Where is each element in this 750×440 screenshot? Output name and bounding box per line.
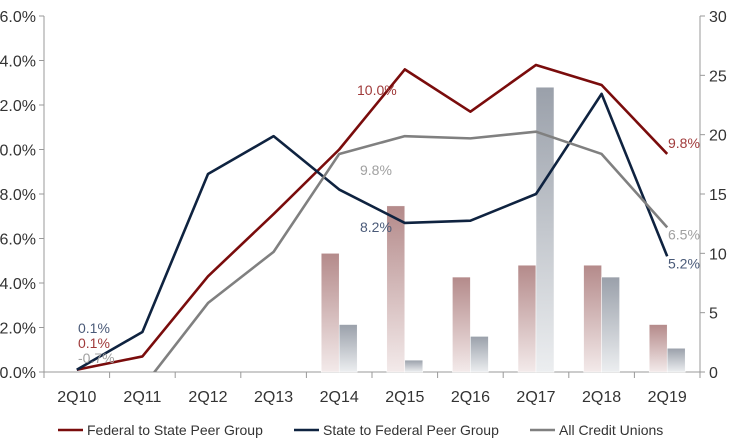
data-label: 9.8% [668,135,700,151]
bar-state-to-federal [404,359,424,373]
left-tick-label: 14.0% [0,54,36,71]
data-label: 9.8% [360,162,392,178]
line-series-2 [152,130,669,372]
right-tick-label: 0 [709,365,718,382]
data-label: 0.1% [78,335,110,351]
data-label: 6.5% [668,226,700,242]
x-tick-label: 2Q14 [320,389,359,406]
bar-federal-to-state [648,324,668,373]
right-tick-label: 5 [709,306,718,323]
left-tick-label: 6.0% [0,232,36,249]
bar-state-to-federal [601,276,620,373]
left-tick-label: 0.0% [0,365,36,382]
bar-federal-to-state [320,253,340,373]
x-tick-label: 2Q18 [582,389,621,406]
data-label: -0.7% [78,350,115,366]
legend-label: State to Federal Peer Group [323,422,499,438]
bar-federal-to-state [386,205,406,373]
right-tick-label: 25 [709,68,727,85]
x-tick-label: 2Q15 [385,389,424,406]
x-tick-label: 2Q16 [451,389,490,406]
right-tick-label: 10 [709,246,727,263]
data-label: 10.0% [357,82,397,98]
x-tick-label: 2Q11 [123,389,161,406]
data-label: 5.2% [668,255,700,271]
line-series-0 [76,63,669,372]
x-tick-label: 2Q10 [57,389,96,406]
x-tick-label: 2Q19 [648,389,687,406]
legend-label: Federal to State Peer Group [87,422,263,438]
data-label: 0.1% [78,320,110,336]
bar-state-to-federal [338,324,358,373]
bar-federal-to-state [452,276,471,373]
x-tick-label: 2Q12 [188,389,227,406]
legend-label: All Credit Unions [559,422,663,438]
left-tick-label: 10.0% [0,143,36,160]
left-tick-label: 16.0% [0,9,36,26]
bar-federal-to-state [517,264,537,373]
bar-federal-to-state [583,264,602,373]
bar-state-to-federal [470,336,489,373]
left-tick-label: 2.0% [0,321,36,338]
data-label: 8.2% [360,219,392,235]
right-tick-label: 15 [709,187,727,204]
left-tick-label: 8.0% [0,187,36,204]
left-tick-label: 4.0% [0,276,36,293]
right-tick-label: 20 [709,128,727,145]
right-tick-label: 30 [709,9,727,26]
x-tick-label: 2Q17 [516,389,555,406]
bar-state-to-federal [535,86,555,373]
x-tick-label: 2Q13 [254,389,293,406]
bar-state-to-federal [666,348,686,373]
left-tick-label: 12.0% [0,98,36,115]
